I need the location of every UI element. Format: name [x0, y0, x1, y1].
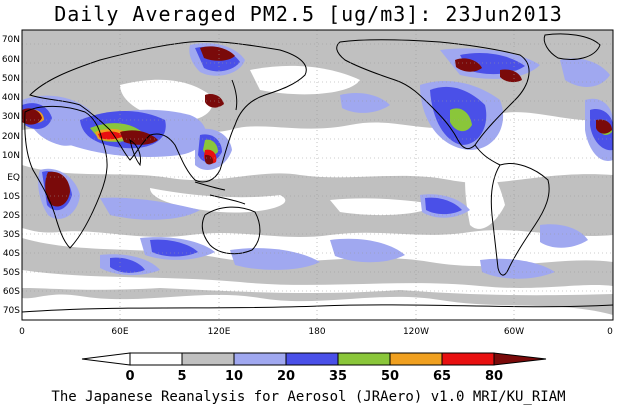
- colorbar-label: 35: [329, 369, 347, 384]
- lon-label: 0: [607, 327, 613, 337]
- map-title: Daily Averaged PM2.5 [ug/m3]: 23Jun2013: [54, 2, 563, 26]
- colorbar-label: 65: [433, 369, 451, 384]
- colorbar-label: 5: [177, 369, 186, 384]
- clean-areas: [22, 65, 613, 296]
- lat-label: 10N: [2, 151, 20, 161]
- colorbar-bin: [337, 352, 391, 366]
- colorbar-label: 50: [381, 369, 399, 384]
- lat-label: 40S: [3, 249, 20, 259]
- lon-label: 120E: [208, 327, 231, 337]
- lat-label: 40N: [2, 93, 20, 103]
- lat-label: 50S: [3, 268, 20, 278]
- graticule: [22, 30, 613, 320]
- lon-label: 0: [19, 327, 25, 337]
- colorbar-label: 10: [225, 369, 243, 384]
- colorbar-right-arrow: [493, 352, 547, 366]
- lon-label: 60E: [111, 327, 128, 337]
- lat-label: EQ: [7, 173, 20, 183]
- lat-label: 60S: [3, 287, 20, 297]
- lon-label: 120W: [403, 327, 429, 337]
- lat-axis: 70N 60N 50N 40N 30N 20N 10N EQ 10S 20S 3…: [2, 35, 20, 316]
- colorbar-bin: [389, 352, 443, 366]
- darkred-layer: [22, 46, 612, 207]
- colorbar: [81, 352, 547, 366]
- colorbar-label: 0: [125, 369, 134, 384]
- colorbar-left-arrow: [81, 352, 131, 366]
- colorbar-bin: [233, 352, 287, 366]
- lat-label: 50N: [2, 74, 20, 84]
- coastlines: [21, 33, 614, 313]
- lat-label: 60N: [2, 55, 20, 65]
- colorbar-label: 80: [485, 369, 503, 384]
- colorbar-bin: [441, 352, 495, 366]
- colorbar-bin: [129, 352, 183, 366]
- lon-axis: 0 60E 120E 180 120W 60W 0: [19, 327, 613, 337]
- lat-label: 20S: [3, 211, 20, 221]
- colorbar-label: 20: [277, 369, 295, 384]
- lat-label: 70N: [2, 35, 20, 45]
- colorbar-bin: [285, 352, 339, 366]
- lat-label: 70S: [3, 306, 20, 316]
- colorbar-labels: 0 5 10 20 35 50 65 80: [125, 369, 503, 384]
- map-plot: [21, 29, 614, 321]
- lat-label: 30N: [2, 112, 20, 122]
- footer-credit: The Japanese Reanalysis for Aerosol (JRA…: [51, 389, 566, 405]
- lon-label: 60W: [504, 327, 524, 337]
- lon-label: 180: [308, 327, 325, 337]
- colorbar-bin: [181, 352, 235, 366]
- map-frame: [21, 29, 614, 321]
- lat-label: 10S: [3, 192, 20, 202]
- lat-label: 20N: [2, 132, 20, 142]
- lat-label: 30S: [3, 230, 20, 240]
